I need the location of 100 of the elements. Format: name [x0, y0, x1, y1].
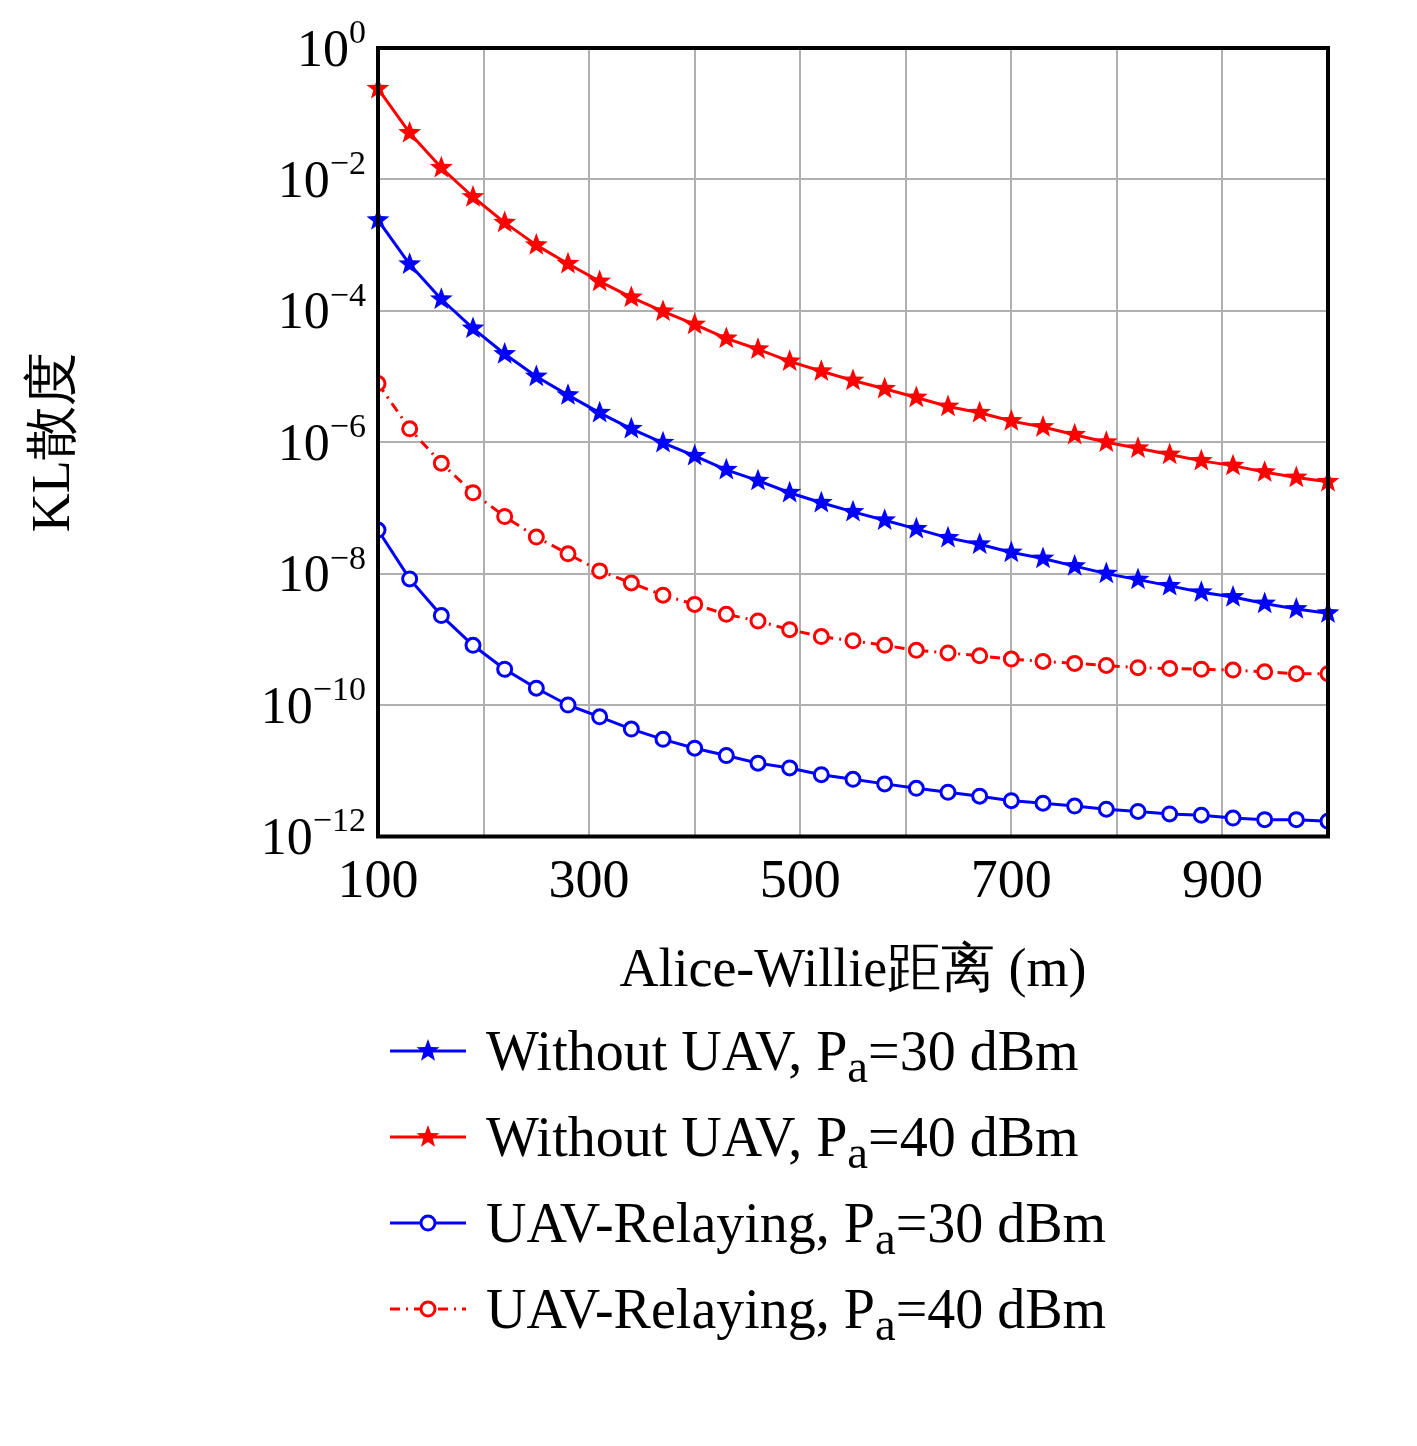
point [461, 184, 485, 207]
point [1253, 460, 1277, 482]
point [1066, 654, 1084, 672]
point [781, 621, 799, 639]
point [746, 468, 770, 491]
x-tick-label: 900 [1181, 848, 1263, 909]
point [907, 641, 925, 659]
point [1256, 811, 1274, 829]
x-tick-label: 500 [759, 848, 841, 909]
point [1097, 800, 1115, 818]
point [1002, 792, 1020, 810]
legend-label: UAV-Relaying, P$_{a}$=40 dBm [486, 1277, 1107, 1352]
point [524, 364, 548, 387]
point [717, 605, 735, 623]
point [464, 484, 482, 502]
point [749, 612, 767, 630]
point [429, 287, 453, 309]
point [939, 644, 957, 662]
point [591, 708, 609, 726]
point [1126, 567, 1150, 590]
point [1063, 422, 1087, 445]
point [999, 540, 1023, 563]
point [1192, 660, 1210, 678]
point [493, 210, 517, 233]
point [559, 545, 577, 563]
point [1224, 661, 1242, 679]
point [1189, 580, 1213, 602]
point [1158, 442, 1182, 465]
point [1097, 656, 1115, 674]
point [527, 679, 545, 697]
point [683, 443, 707, 466]
point [1161, 659, 1179, 677]
point [1063, 554, 1087, 576]
point [841, 499, 865, 522]
legend-label: Without UAV, P$_{a}$=40 dBm [486, 1105, 1079, 1180]
point [591, 562, 609, 580]
point [619, 416, 643, 439]
point [939, 783, 957, 801]
point [1002, 650, 1020, 668]
point [968, 400, 992, 423]
point [936, 394, 960, 417]
x-tick-label: 700 [970, 848, 1052, 909]
point [496, 507, 514, 525]
point [432, 454, 450, 472]
point [461, 316, 485, 339]
point [971, 647, 989, 665]
point [968, 532, 992, 554]
point [778, 349, 802, 372]
point [1189, 448, 1213, 471]
point [876, 636, 894, 654]
point [1287, 665, 1305, 683]
point [401, 420, 419, 438]
point [429, 155, 453, 178]
point [654, 586, 672, 604]
point [683, 312, 707, 335]
point [556, 383, 580, 405]
point [971, 787, 989, 805]
point [1253, 591, 1277, 614]
point [714, 457, 738, 480]
point [781, 759, 799, 777]
point [588, 269, 612, 292]
point [936, 525, 960, 548]
point [1284, 465, 1308, 488]
point [1094, 561, 1118, 584]
point [524, 233, 548, 255]
point [686, 595, 704, 613]
point [1066, 797, 1084, 815]
point [401, 570, 419, 588]
point [1129, 659, 1147, 677]
point [1126, 436, 1150, 458]
point [844, 770, 862, 788]
point [873, 376, 897, 399]
point [493, 342, 517, 364]
point [749, 754, 767, 772]
point [907, 779, 925, 797]
point [812, 628, 830, 646]
y-axis-title: KL散度 [20, 352, 81, 533]
point [812, 766, 830, 784]
point [432, 607, 450, 625]
point [527, 528, 545, 546]
point [809, 490, 833, 513]
x-axis-title: Alice-Willie距离 (m) [619, 937, 1087, 998]
point [1284, 596, 1308, 619]
point [622, 574, 640, 592]
legend-label: UAV-Relaying, P$_{a}$=30 dBm [486, 1191, 1107, 1266]
point [746, 337, 770, 359]
point [1129, 802, 1147, 820]
x-tick-label: 300 [548, 848, 630, 909]
point [714, 326, 738, 349]
point [619, 285, 643, 308]
point [654, 730, 672, 748]
point [651, 430, 675, 453]
point [622, 720, 640, 738]
point [1158, 573, 1182, 596]
point [559, 696, 577, 714]
point [904, 385, 928, 408]
point [1031, 415, 1055, 437]
point [651, 299, 675, 322]
point [1034, 794, 1052, 812]
point [398, 120, 422, 143]
